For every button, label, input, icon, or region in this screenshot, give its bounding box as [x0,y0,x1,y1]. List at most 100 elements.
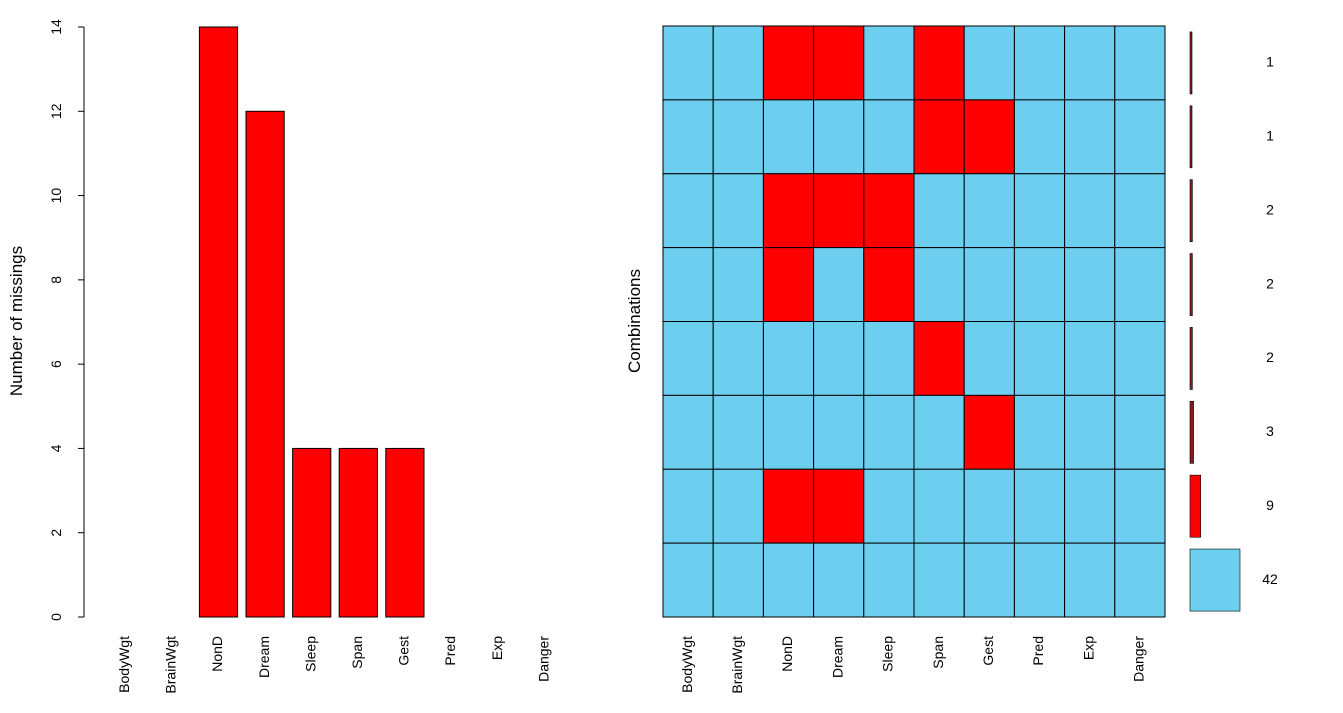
heatmap-cell [662,99,714,175]
x-tick-label: Gest [396,636,412,666]
heatmap-cell [1013,468,1066,544]
heatmap-cell [963,173,1015,249]
heatmap-cell [712,247,764,322]
heatmap-cell [712,542,764,618]
heatmap-cell [1114,247,1166,322]
heatmap-cell [813,247,865,322]
heatmap-cell [1013,99,1066,175]
heatmap-cell [863,25,915,101]
bar [292,447,332,618]
x-tick-label: Span [930,636,946,669]
heatmap-cell [1114,542,1166,618]
heatmap-cell [913,542,965,618]
combination-count-bar [1189,548,1241,612]
heatmap-cell [813,394,865,470]
heatmap-cell [762,468,815,544]
heatmap-cell [963,25,1015,101]
x-tick-label: Span [349,636,365,669]
y-axis: 0 2 4 6 8 10 12 14 [48,19,85,621]
combination-count-bars: 1 1 2 2 2 3 9 42 [1189,31,1278,612]
y-tick-label: 10 [48,188,64,204]
x-tick-label: Danger [535,636,551,682]
x-tick-label: Pred [442,636,458,666]
x-tick-label: Sleep [302,636,318,672]
heatmap-cell [662,321,714,396]
heatmap-cell [712,99,764,175]
heatmap-cell [1013,247,1066,322]
heatmap-cell [1013,321,1066,396]
x-tick-label: Dream [256,636,272,678]
heatmap-cell [712,394,764,470]
x-tick-label: BrainWgt [729,636,745,694]
heatmap-cell [813,321,865,396]
bar [198,26,239,618]
heatmap-cell [913,468,965,544]
combination-count-bar [1189,327,1193,390]
combination-count-bar [1189,400,1194,464]
bar-series [198,26,425,618]
heatmap-cell [813,25,865,101]
combination-count-bar [1189,105,1193,169]
x-tick-label: BrainWgt [163,636,179,694]
y-tick-label: 0 [48,613,64,621]
y-tick-label: 14 [48,19,64,35]
combination-count-bar [1189,474,1202,538]
x-tick-labels: BodyWgt BrainWgt NonD Dream Sleep Span Gest Pre… [116,636,551,694]
heatmap-cell [662,542,714,618]
y-axis-label: Number of missings [7,246,26,396]
y-axis-label: Combinations [625,269,644,373]
heatmap-cell [1013,173,1066,249]
x-tick-label: NonD [209,636,225,672]
combination-count-label: 1 [1266,128,1274,144]
heatmap-cell [1013,542,1066,618]
heatmap-cell [762,394,815,470]
heatmap-cell [963,542,1015,618]
x-tick-label: Danger [1131,636,1147,682]
heatmap-cell [863,321,915,396]
heatmap-cell [863,394,915,470]
heatmap-cell [913,321,965,396]
y-tick-label: 4 [48,444,64,452]
combination-count-bar [1189,179,1193,243]
heatmap-cell [712,173,764,249]
combination-count-label: 3 [1266,423,1274,439]
heatmap-cell [1064,542,1116,618]
heatmap-cell [913,25,965,101]
heatmap-cell [1064,99,1116,175]
heatmap-cell [863,468,915,544]
heatmap-cell [1064,247,1116,322]
x-tick-labels: BodyWgt BrainWgt NonD Dream Sleep Span Gest Pre… [679,636,1147,694]
heatmap-cell [662,25,714,101]
heatmap-cell [1013,25,1066,101]
heatmap-cell [813,99,865,175]
heatmap-cell [1114,468,1166,544]
heatmap-cell [762,173,815,249]
heatmap-cell [813,468,865,544]
heatmap-cell [762,99,815,175]
heatmap-cell [913,394,965,470]
heatmap-cell [1013,394,1066,470]
heatmap-cell [813,173,865,249]
heatmap-cell [863,247,915,322]
heatmap-cell [662,468,714,544]
x-tick-label: Pred [1030,636,1046,666]
heatmap-cell [712,468,764,544]
heatmap-cell [1114,173,1166,249]
heatmap-cell [1064,173,1116,249]
heatmap-cell [963,321,1015,396]
heatmap-cell [1064,25,1116,101]
x-tick-label: Gest [980,636,996,666]
heatmap-cells [662,25,1166,618]
heatmap-cell [1064,468,1116,544]
heatmap-cell [1114,25,1166,101]
y-tick-label: 2 [48,529,64,537]
heatmap-cell [863,542,915,618]
heatmap-cell [762,247,815,322]
x-tick-label: Exp [489,636,505,660]
combinations-heatmap: BodyWgt BrainWgt NonD Dream Sleep Span Gest Pre… [625,25,1278,694]
heatmap-cell [963,247,1015,322]
heatmap-cell [762,542,815,618]
heatmap-cell [913,173,965,249]
heatmap-cell [662,247,714,322]
combination-count-label: 9 [1266,497,1274,513]
